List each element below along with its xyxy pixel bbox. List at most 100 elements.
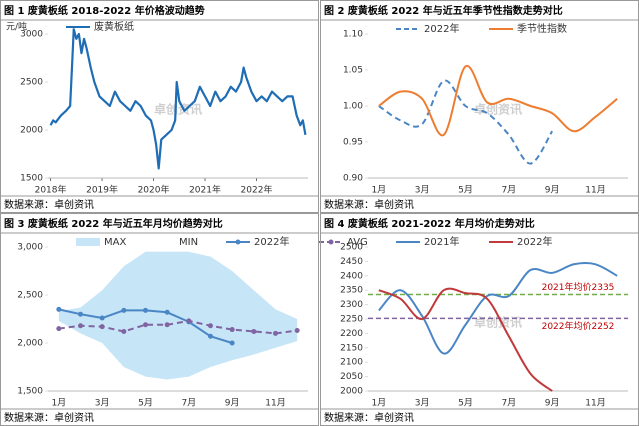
y-tick-label: 0.95 <box>343 138 363 148</box>
legend-label: 废黄板纸 <box>94 20 134 33</box>
point <box>229 327 235 333</box>
y-tick-label: 2250 <box>340 315 363 325</box>
y-tick-label: 2,000 <box>17 339 43 349</box>
x-tick-label: 1月 <box>371 185 386 196</box>
legend-marker <box>235 239 241 245</box>
chart-title: 图 2 废黄板纸 2022 年与近五年季节性指数走势对比 <box>324 4 563 17</box>
x-tick-label: 7月 <box>501 398 516 409</box>
y-tick-label: 2000 <box>20 126 43 136</box>
watermark: 卓创资讯 <box>154 102 202 117</box>
chart-title: 图 4 废黄板纸 2021-2022 年月均价走势对比 <box>324 217 535 230</box>
y-tick-label: 1.05 <box>343 66 363 76</box>
point <box>143 307 148 313</box>
x-tick-label: 2018年 <box>35 184 67 196</box>
x-tick-label: 7月 <box>501 185 516 196</box>
y-tick-label: 0.90 <box>343 174 363 184</box>
y-tick-label: 2200 <box>340 329 363 339</box>
legend-marker <box>328 239 334 245</box>
point <box>78 311 83 317</box>
band-area <box>58 251 298 380</box>
y-tick-label: 3,000 <box>17 243 43 253</box>
series-line <box>378 65 618 137</box>
chart-title: 图 1 废黄板纸 2018-2022 年价格波动趋势 <box>4 4 205 17</box>
chart-title: 图 3 废黄板纸 2022 年与近五年月均价趋势对比 <box>4 217 223 230</box>
x-tick-label: 5月 <box>458 185 473 196</box>
y-tick-label: 1,500 <box>17 387 43 397</box>
y-tick-label: 3000 <box>20 30 43 40</box>
legend-label: 季节性指数 <box>517 22 567 35</box>
point <box>99 315 105 321</box>
point <box>208 333 213 339</box>
point <box>164 309 170 315</box>
y-tick-label: 2500 <box>340 243 363 253</box>
point <box>99 324 105 330</box>
x-tick-label: 2019年 <box>86 184 118 196</box>
y-tick-label: 2150 <box>340 343 363 353</box>
y-tick-label: 2000 <box>340 387 363 397</box>
source-note: 数据来源：卓创资讯 <box>4 411 94 424</box>
legend-label: 2021年 <box>424 235 459 248</box>
x-tick-label: 3月 <box>95 398 110 409</box>
legend-label: 2022年 <box>424 22 459 35</box>
x-tick-label: 9月 <box>225 398 240 409</box>
x-tick-label: 5月 <box>458 398 473 409</box>
point <box>208 323 213 329</box>
point <box>229 340 235 346</box>
watermark: 卓创资讯 <box>474 102 522 117</box>
y-tick-label: 2400 <box>340 271 363 281</box>
point <box>143 322 148 328</box>
legend-label: 2022年 <box>517 235 552 248</box>
y-tick-label: 2,500 <box>17 291 43 301</box>
x-tick-label: 7月 <box>181 398 196 409</box>
y-tick-label: 2300 <box>340 300 363 310</box>
legend-swatch <box>76 238 100 246</box>
y-tick-label: 2500 <box>20 78 43 88</box>
x-tick-label: 11月 <box>265 398 285 409</box>
source-note: 数据来源：卓创资讯 <box>324 198 414 211</box>
point <box>294 328 300 334</box>
y-tick-label: 1500 <box>20 174 43 184</box>
legend-label: 2022年 <box>254 235 289 248</box>
point <box>56 326 62 332</box>
point <box>273 330 278 336</box>
legend-label: MAX <box>104 237 126 248</box>
legend-label: MIN <box>179 237 198 248</box>
legend-swatch <box>151 238 175 246</box>
y-tick-label: 1.10 <box>343 30 363 40</box>
point <box>164 322 170 328</box>
series-line <box>378 262 618 355</box>
x-tick-label: 11月 <box>585 398 605 409</box>
point <box>251 328 257 334</box>
y-tick-label: 2100 <box>340 358 363 368</box>
x-tick-label: 2022年 <box>241 184 273 196</box>
point <box>56 306 62 312</box>
series-line <box>378 79 554 165</box>
watermark: 卓创资讯 <box>474 315 522 330</box>
x-tick-label: 11月 <box>585 185 605 196</box>
x-tick-label: 2021年 <box>189 184 221 196</box>
x-tick-label: 3月 <box>415 398 430 409</box>
x-tick-label: 1月 <box>51 398 66 409</box>
series-line <box>49 28 307 170</box>
x-tick-label: 3月 <box>415 185 430 196</box>
x-tick-label: 1月 <box>371 398 386 409</box>
source-note: 数据来源：卓创资讯 <box>324 411 414 424</box>
point <box>186 318 192 324</box>
x-tick-label: 2020年 <box>138 184 170 196</box>
y-tick-label: 2050 <box>340 372 363 382</box>
point <box>121 328 127 334</box>
reference-label: 2022年均价2252 <box>542 320 615 332</box>
legend-label: AVG <box>347 237 368 248</box>
x-tick-label: 9月 <box>545 185 560 196</box>
y-tick-label: 2450 <box>340 257 363 267</box>
point <box>78 323 83 329</box>
series-line <box>378 287 553 392</box>
reference-label: 2021年均价2335 <box>542 281 615 293</box>
y-axis-label: 元/吨 <box>6 21 27 33</box>
source-note: 数据来源：卓创资讯 <box>4 198 94 211</box>
y-tick-label: 2350 <box>340 286 363 296</box>
x-tick-label: 9月 <box>545 398 560 409</box>
point <box>121 307 127 313</box>
y-tick-label: 1.00 <box>343 102 363 112</box>
